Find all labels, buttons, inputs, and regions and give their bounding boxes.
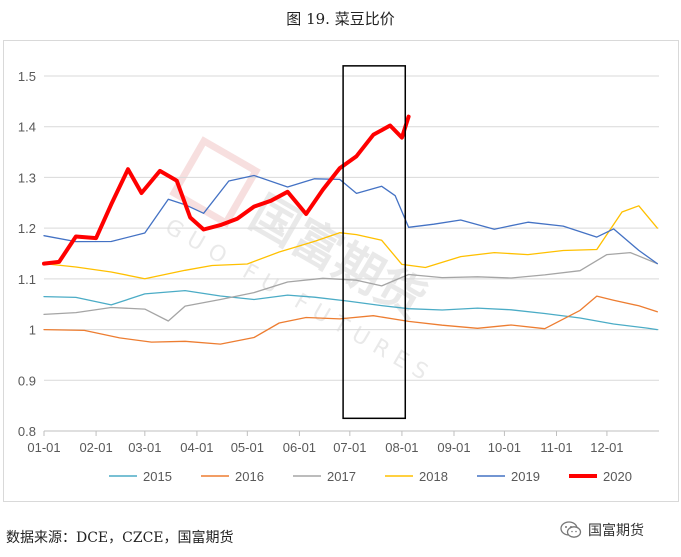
line-chart: 国富期货 GUO FU FUTURES 0.80.911.11.21.31.41…	[18, 65, 659, 484]
brand-name: 国富期货	[588, 523, 644, 539]
legend-label-2018: 2018	[419, 469, 448, 484]
y-axis: 0.8 0.9 1 1.1 1.2 1.3 1.4 1.5	[18, 69, 36, 439]
series-line-2016	[43, 295, 658, 345]
y-tick-label: 1.2	[18, 221, 36, 236]
x-tick-label: 08-01	[385, 440, 418, 455]
source-note: 数据来源：DCE，CZCE，国富期货	[6, 530, 234, 546]
x-tick-label: 09-01	[437, 440, 470, 455]
y-tick-label: 1.1	[18, 272, 36, 287]
x-tick-label: 01-01	[27, 440, 60, 455]
watermark-logo-icon	[169, 136, 261, 228]
legend-label-2020: 2020	[603, 469, 632, 484]
legend-label-2016: 2016	[235, 469, 264, 484]
legend: 2015 2016 2017 2018 2019 2020	[109, 469, 632, 484]
chart-panel: 国富期货 GUO FU FUTURES 0.8 0.9 1 1.1 1.2 1.3 1.4 1…	[3, 40, 679, 502]
x-tick-label: 02-01	[79, 440, 112, 455]
y-tick-label: 0.9	[18, 373, 36, 388]
x-tick-label: 05-01	[231, 440, 264, 455]
brand: 国富期货	[560, 518, 644, 542]
y-tick-label: 1.3	[18, 170, 36, 185]
series-lines	[42, 114, 658, 345]
series-line-2019	[43, 174, 658, 265]
x-tick-label: 12-01	[590, 440, 623, 455]
y-tick-label: 0.8	[18, 424, 36, 439]
series-line-2020	[42, 114, 411, 266]
x-tick-label: 07-01	[333, 440, 366, 455]
x-axis: 01-01 02-01 03-01 04-01 05-01 06-01 07-01 08-01…	[27, 431, 624, 455]
x-tick-label: 10-01	[488, 440, 521, 455]
x-tick-label: 11-01	[540, 440, 572, 455]
grid	[44, 75, 659, 432]
series-line-2018	[43, 205, 658, 280]
figure-title: 图 19. 菜豆比价	[286, 10, 395, 28]
y-tick-label: 1.5	[18, 69, 36, 84]
x-tick-label: 04-01	[180, 440, 213, 455]
legend-label-2019: 2019	[511, 469, 540, 484]
highlight-box	[342, 65, 407, 420]
legend-label-2017: 2017	[327, 469, 356, 484]
x-tick-label: 03-01	[128, 440, 161, 455]
legend-label-2015: 2015	[143, 469, 172, 484]
series-line-2017	[43, 251, 658, 322]
x-tick-label: 06-01	[283, 440, 316, 455]
wechat-icon	[560, 521, 582, 538]
series-line-2015	[43, 289, 658, 331]
y-tick-label: 1	[29, 323, 36, 338]
y-tick-label: 1.4	[18, 120, 36, 135]
